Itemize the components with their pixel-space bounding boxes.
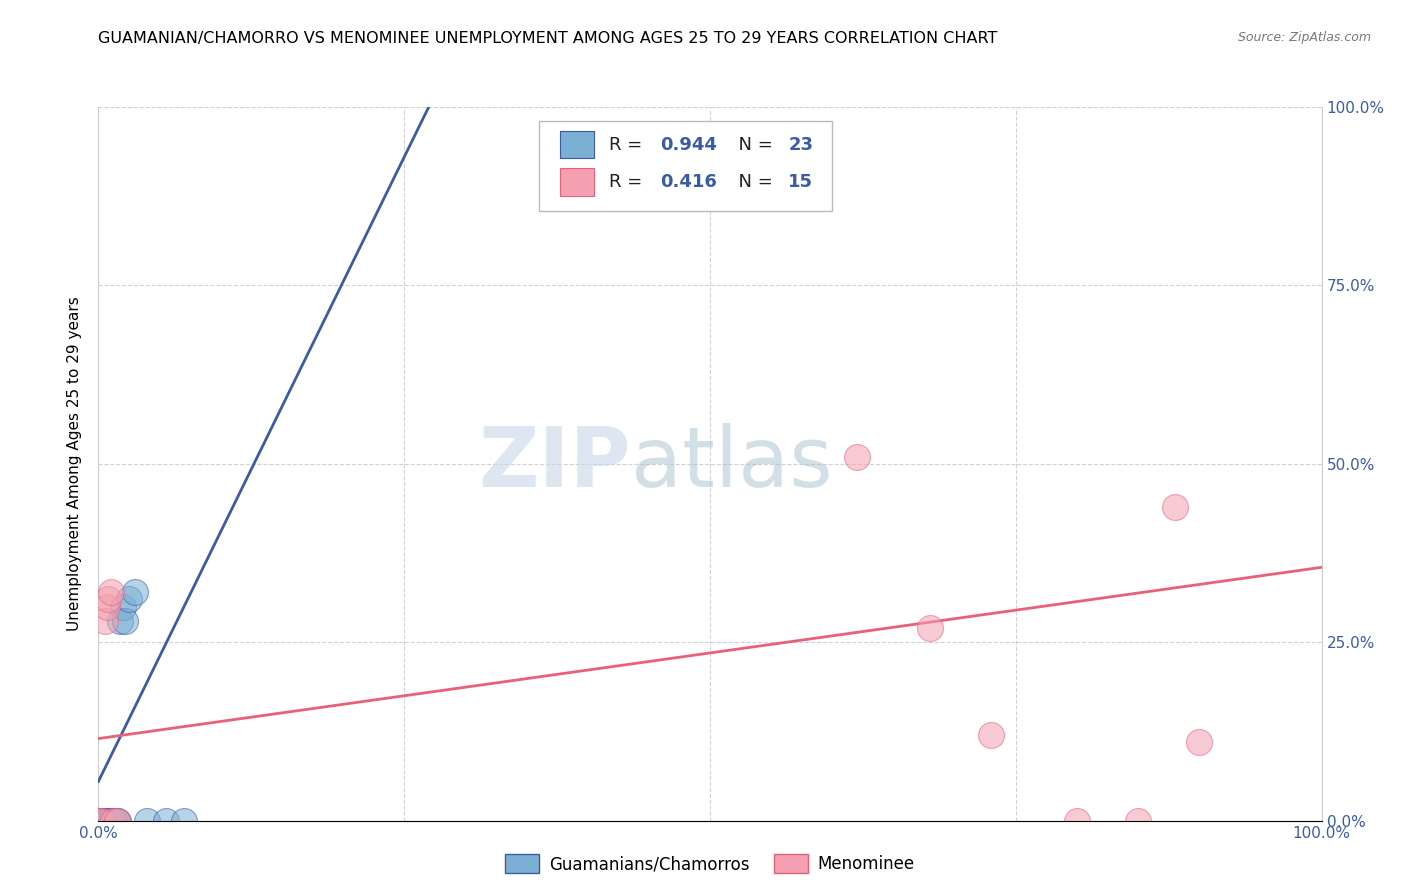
Point [101, 814, 124, 828]
Point [136, 814, 159, 828]
Point [111, 599, 134, 614]
Text: R =: R = [609, 173, 648, 191]
Point [97, 592, 120, 607]
Text: 23: 23 [789, 136, 813, 153]
Point [1164, 500, 1187, 514]
Point [920, 621, 942, 635]
Text: atlas: atlas [630, 424, 832, 504]
Text: N =: N = [727, 173, 779, 191]
Text: 15: 15 [789, 173, 813, 191]
Point [87, 814, 110, 828]
Point [103, 814, 125, 828]
Point [97, 814, 120, 828]
Text: GUAMANIAN/CHAMORRO VS MENOMINEE UNEMPLOYMENT AMONG AGES 25 TO 29 YEARS CORRELATI: GUAMANIAN/CHAMORRO VS MENOMINEE UNEMPLOY… [98, 31, 998, 46]
Point [98, 814, 121, 828]
Point [173, 814, 195, 828]
FancyBboxPatch shape [538, 121, 832, 211]
FancyBboxPatch shape [560, 169, 593, 195]
Point [155, 814, 177, 828]
Point [980, 728, 1002, 742]
Point [100, 585, 122, 599]
Legend: Guamanians/Chamorros, Menominee: Guamanians/Chamorros, Menominee [499, 847, 921, 880]
Point [101, 814, 124, 828]
Point [118, 592, 141, 607]
Text: 0.944: 0.944 [659, 136, 717, 153]
Point [124, 585, 146, 599]
Text: ZIP: ZIP [478, 424, 630, 504]
Point [91, 814, 114, 828]
Point [91, 814, 114, 828]
Point [93, 614, 115, 628]
Y-axis label: Unemployment Among Ages 25 to 29 years: Unemployment Among Ages 25 to 29 years [67, 296, 83, 632]
Point [100, 814, 122, 828]
Point [110, 614, 132, 628]
Text: R =: R = [609, 136, 648, 153]
Point [1128, 814, 1150, 828]
Point [101, 814, 124, 828]
Text: 0.416: 0.416 [659, 173, 717, 191]
Point [105, 814, 128, 828]
Point [90, 814, 112, 828]
Point [94, 814, 117, 828]
Point [1188, 735, 1211, 749]
Point [96, 814, 118, 828]
Point [96, 599, 118, 614]
Point [1066, 814, 1088, 828]
Point [91, 814, 114, 828]
Point [105, 814, 128, 828]
FancyBboxPatch shape [560, 131, 593, 159]
Point [93, 814, 115, 828]
Point [87, 814, 110, 828]
Point [107, 814, 129, 828]
Text: N =: N = [727, 136, 779, 153]
Text: Source: ZipAtlas.com: Source: ZipAtlas.com [1237, 31, 1371, 45]
Point [114, 614, 136, 628]
Point [845, 450, 868, 464]
